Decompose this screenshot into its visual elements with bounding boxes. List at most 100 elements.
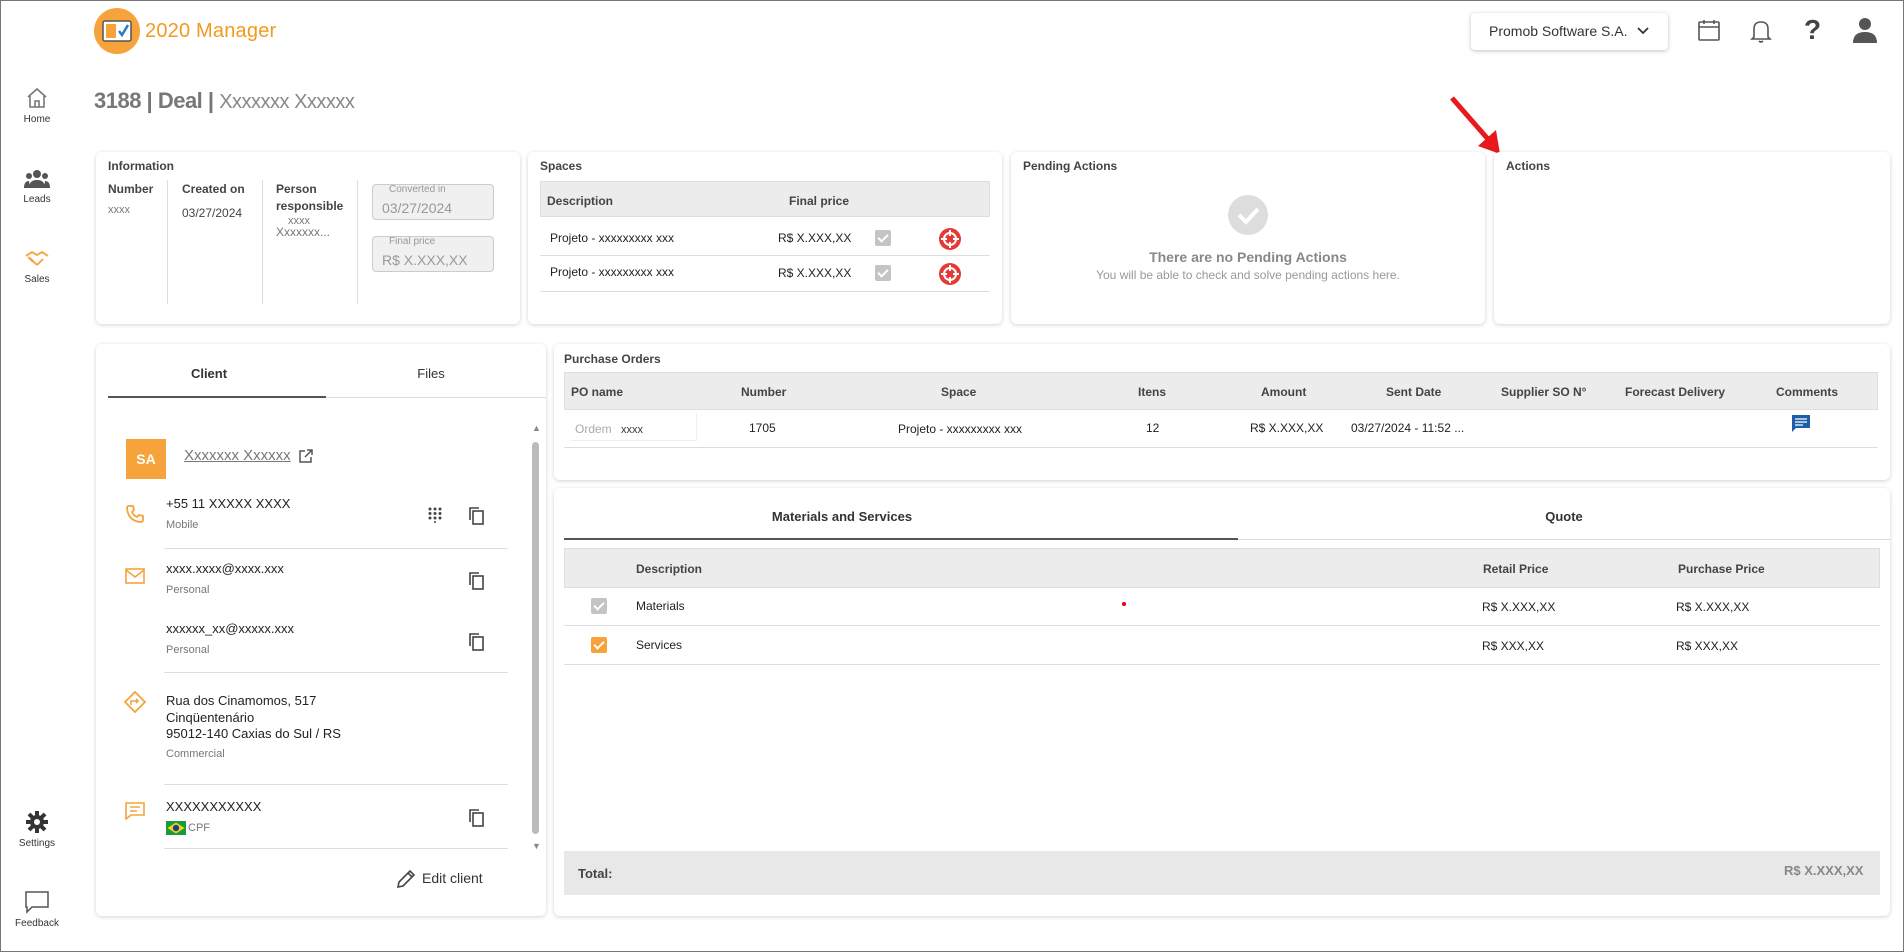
spaces-title: Spaces xyxy=(540,159,583,173)
po-header-space: Space xyxy=(941,385,977,399)
client-panel: Client Files ▲ ▼ SA Xxxxxxx Xxxxxx +55 1… xyxy=(96,344,546,916)
final-price-field: Final price R$ X.XXX,XX xyxy=(372,236,494,272)
converted-value: 03/27/2024 xyxy=(382,200,453,216)
copy-icon[interactable] xyxy=(468,633,484,651)
logo-icon xyxy=(102,20,132,42)
po-header-itens: Itens xyxy=(1138,385,1167,399)
client-scrollbar[interactable] xyxy=(532,442,539,834)
information-title: Information xyxy=(108,159,174,173)
po-name-input[interactable]: Ordem xxxx xyxy=(571,413,697,441)
total-bar xyxy=(564,851,1880,895)
help-icon[interactable]: ? xyxy=(1804,14,1822,45)
deal-id: 3188 | Deal | xyxy=(94,88,214,113)
tab-quote[interactable]: Quote xyxy=(1545,509,1583,524)
phone-type: Mobile xyxy=(166,519,199,531)
person-value-login: xxxx xyxy=(288,215,310,227)
po-name-value: xxxx xyxy=(621,424,643,436)
copy-icon[interactable] xyxy=(468,507,484,525)
address-type: Commercial xyxy=(166,748,225,760)
handshake-icon xyxy=(25,251,49,266)
gear-icon xyxy=(26,811,48,833)
space-row-price: R$ X.XXX,XX xyxy=(778,231,852,245)
space-row-checkbox[interactable] xyxy=(875,265,891,281)
space-row-checkbox[interactable] xyxy=(875,230,891,246)
company-name: Promob Software S.A. xyxy=(1489,23,1628,39)
po-header-sent-date: Sent Date xyxy=(1386,385,1442,399)
scroll-up-icon[interactable]: ▲ xyxy=(532,423,541,433)
materials-row-description: Materials xyxy=(636,599,685,613)
scroll-down-icon[interactable]: ▼ xyxy=(532,841,541,851)
person-label: Person responsible xyxy=(276,182,344,213)
po-sent-date: 03/27/2024 - 11:52 ... xyxy=(1351,421,1465,435)
brazil-flag-icon xyxy=(166,821,186,835)
phone-number: +55 11 XXXXX XXXX xyxy=(166,496,291,511)
space-row-description: Projeto - xxxxxxxxx xxx xyxy=(550,265,675,279)
sidebar-item-settings[interactable]: Settings xyxy=(0,810,74,849)
sidebar-item-sales[interactable]: Sales xyxy=(0,248,74,285)
po-header-name: PO name xyxy=(571,385,624,399)
po-name-placeholder: Ordem xyxy=(575,422,612,436)
copy-icon[interactable] xyxy=(468,809,484,827)
deal-client: Xxxxxxx Xxxxxx xyxy=(219,91,355,113)
directions-icon xyxy=(124,691,146,713)
sidebar-item-feedback[interactable]: Feedback xyxy=(0,890,74,929)
sidebar-item-label: Sales xyxy=(24,274,50,285)
edit-client-button[interactable]: Edit client xyxy=(396,869,483,889)
document-number: XXXXXXXXXXX xyxy=(166,799,262,814)
materials-row-checkbox[interactable] xyxy=(591,598,607,614)
information-card: Information Number xxxx Created on 03/27… xyxy=(96,152,520,324)
po-header-forecast: Forecast Delivery xyxy=(1625,385,1726,399)
sidebar-item-leads[interactable]: Leads xyxy=(0,168,74,205)
final-price-value: R$ X.XXX,XX xyxy=(382,252,468,268)
created-value: 03/27/2024 xyxy=(182,206,243,220)
person-value-name: Xxxxxxx... xyxy=(276,225,331,239)
copy-icon[interactable] xyxy=(468,572,484,590)
purchase-orders-card: Purchase Orders PO name Number Space Ite… xyxy=(554,344,1890,480)
services-row-checkbox[interactable] xyxy=(591,637,607,653)
spaces-card: Spaces Description Final price Projeto -… xyxy=(528,152,1002,324)
services-row-retail: R$ XXX,XX xyxy=(1482,639,1545,653)
tab-files[interactable]: Files xyxy=(417,366,445,381)
client-name-link[interactable]: Xxxxxxx Xxxxxx xyxy=(184,447,291,464)
app-logo xyxy=(94,8,140,54)
sidebar-item-label: Home xyxy=(23,114,51,125)
pencil-icon xyxy=(396,869,416,889)
services-row-description: Services xyxy=(636,638,683,652)
pending-actions-card: Pending Actions There are no Pending Act… xyxy=(1011,152,1485,324)
email-primary-type: Personal xyxy=(166,584,210,596)
number-label: Number xyxy=(108,182,154,196)
space-row-description: Projeto - xxxxxxxxx xxx xyxy=(550,231,675,245)
sidebar-item-home[interactable]: Home xyxy=(0,86,74,125)
company-selector[interactable]: Promob Software S.A. xyxy=(1471,13,1668,50)
user-account-icon[interactable] xyxy=(1852,16,1878,44)
tab-materials-services[interactable]: Materials and Services xyxy=(771,509,913,524)
materials-row-retail: R$ X.XXX,XX xyxy=(1482,600,1556,614)
dialpad-icon[interactable] xyxy=(428,507,442,523)
po-number: 1705 xyxy=(749,421,776,435)
sidebar-item-label: Leads xyxy=(23,194,51,205)
phone-icon xyxy=(126,505,144,523)
total-label: Total: xyxy=(578,866,613,881)
email-secondary: xxxxxx_xx@xxxxx.xxx xyxy=(166,621,295,636)
converted-label: Converted in xyxy=(389,184,446,195)
delete-space-icon[interactable] xyxy=(938,227,962,251)
materials-header-retail: Retail Price xyxy=(1483,562,1549,576)
bell-icon[interactable] xyxy=(1749,18,1773,44)
people-icon xyxy=(24,170,50,188)
email-secondary-type: Personal xyxy=(166,644,210,656)
delete-space-icon[interactable] xyxy=(938,262,962,286)
po-header-amount: Amount xyxy=(1261,385,1307,399)
calendar-icon[interactable] xyxy=(1697,18,1721,42)
open-external-icon[interactable] xyxy=(298,448,314,464)
actions-title: Actions xyxy=(1506,159,1551,173)
actions-card: Actions xyxy=(1494,152,1890,324)
pending-empty-subtitle: You will be able to check and solve pend… xyxy=(1096,268,1400,282)
po-header-supplier-so: Supplier SO N° xyxy=(1501,385,1587,399)
final-price-label: Final price xyxy=(389,236,436,247)
po-amount: R$ X.XXX,XX xyxy=(1250,421,1324,435)
tab-client[interactable]: Client xyxy=(190,366,228,381)
page-title: 3188 | Deal | Xxxxxxx Xxxxxx xyxy=(94,88,355,114)
services-row-purchase: R$ XXX,XX xyxy=(1676,639,1739,653)
email-icon xyxy=(125,568,145,584)
comment-icon[interactable] xyxy=(1790,413,1812,435)
